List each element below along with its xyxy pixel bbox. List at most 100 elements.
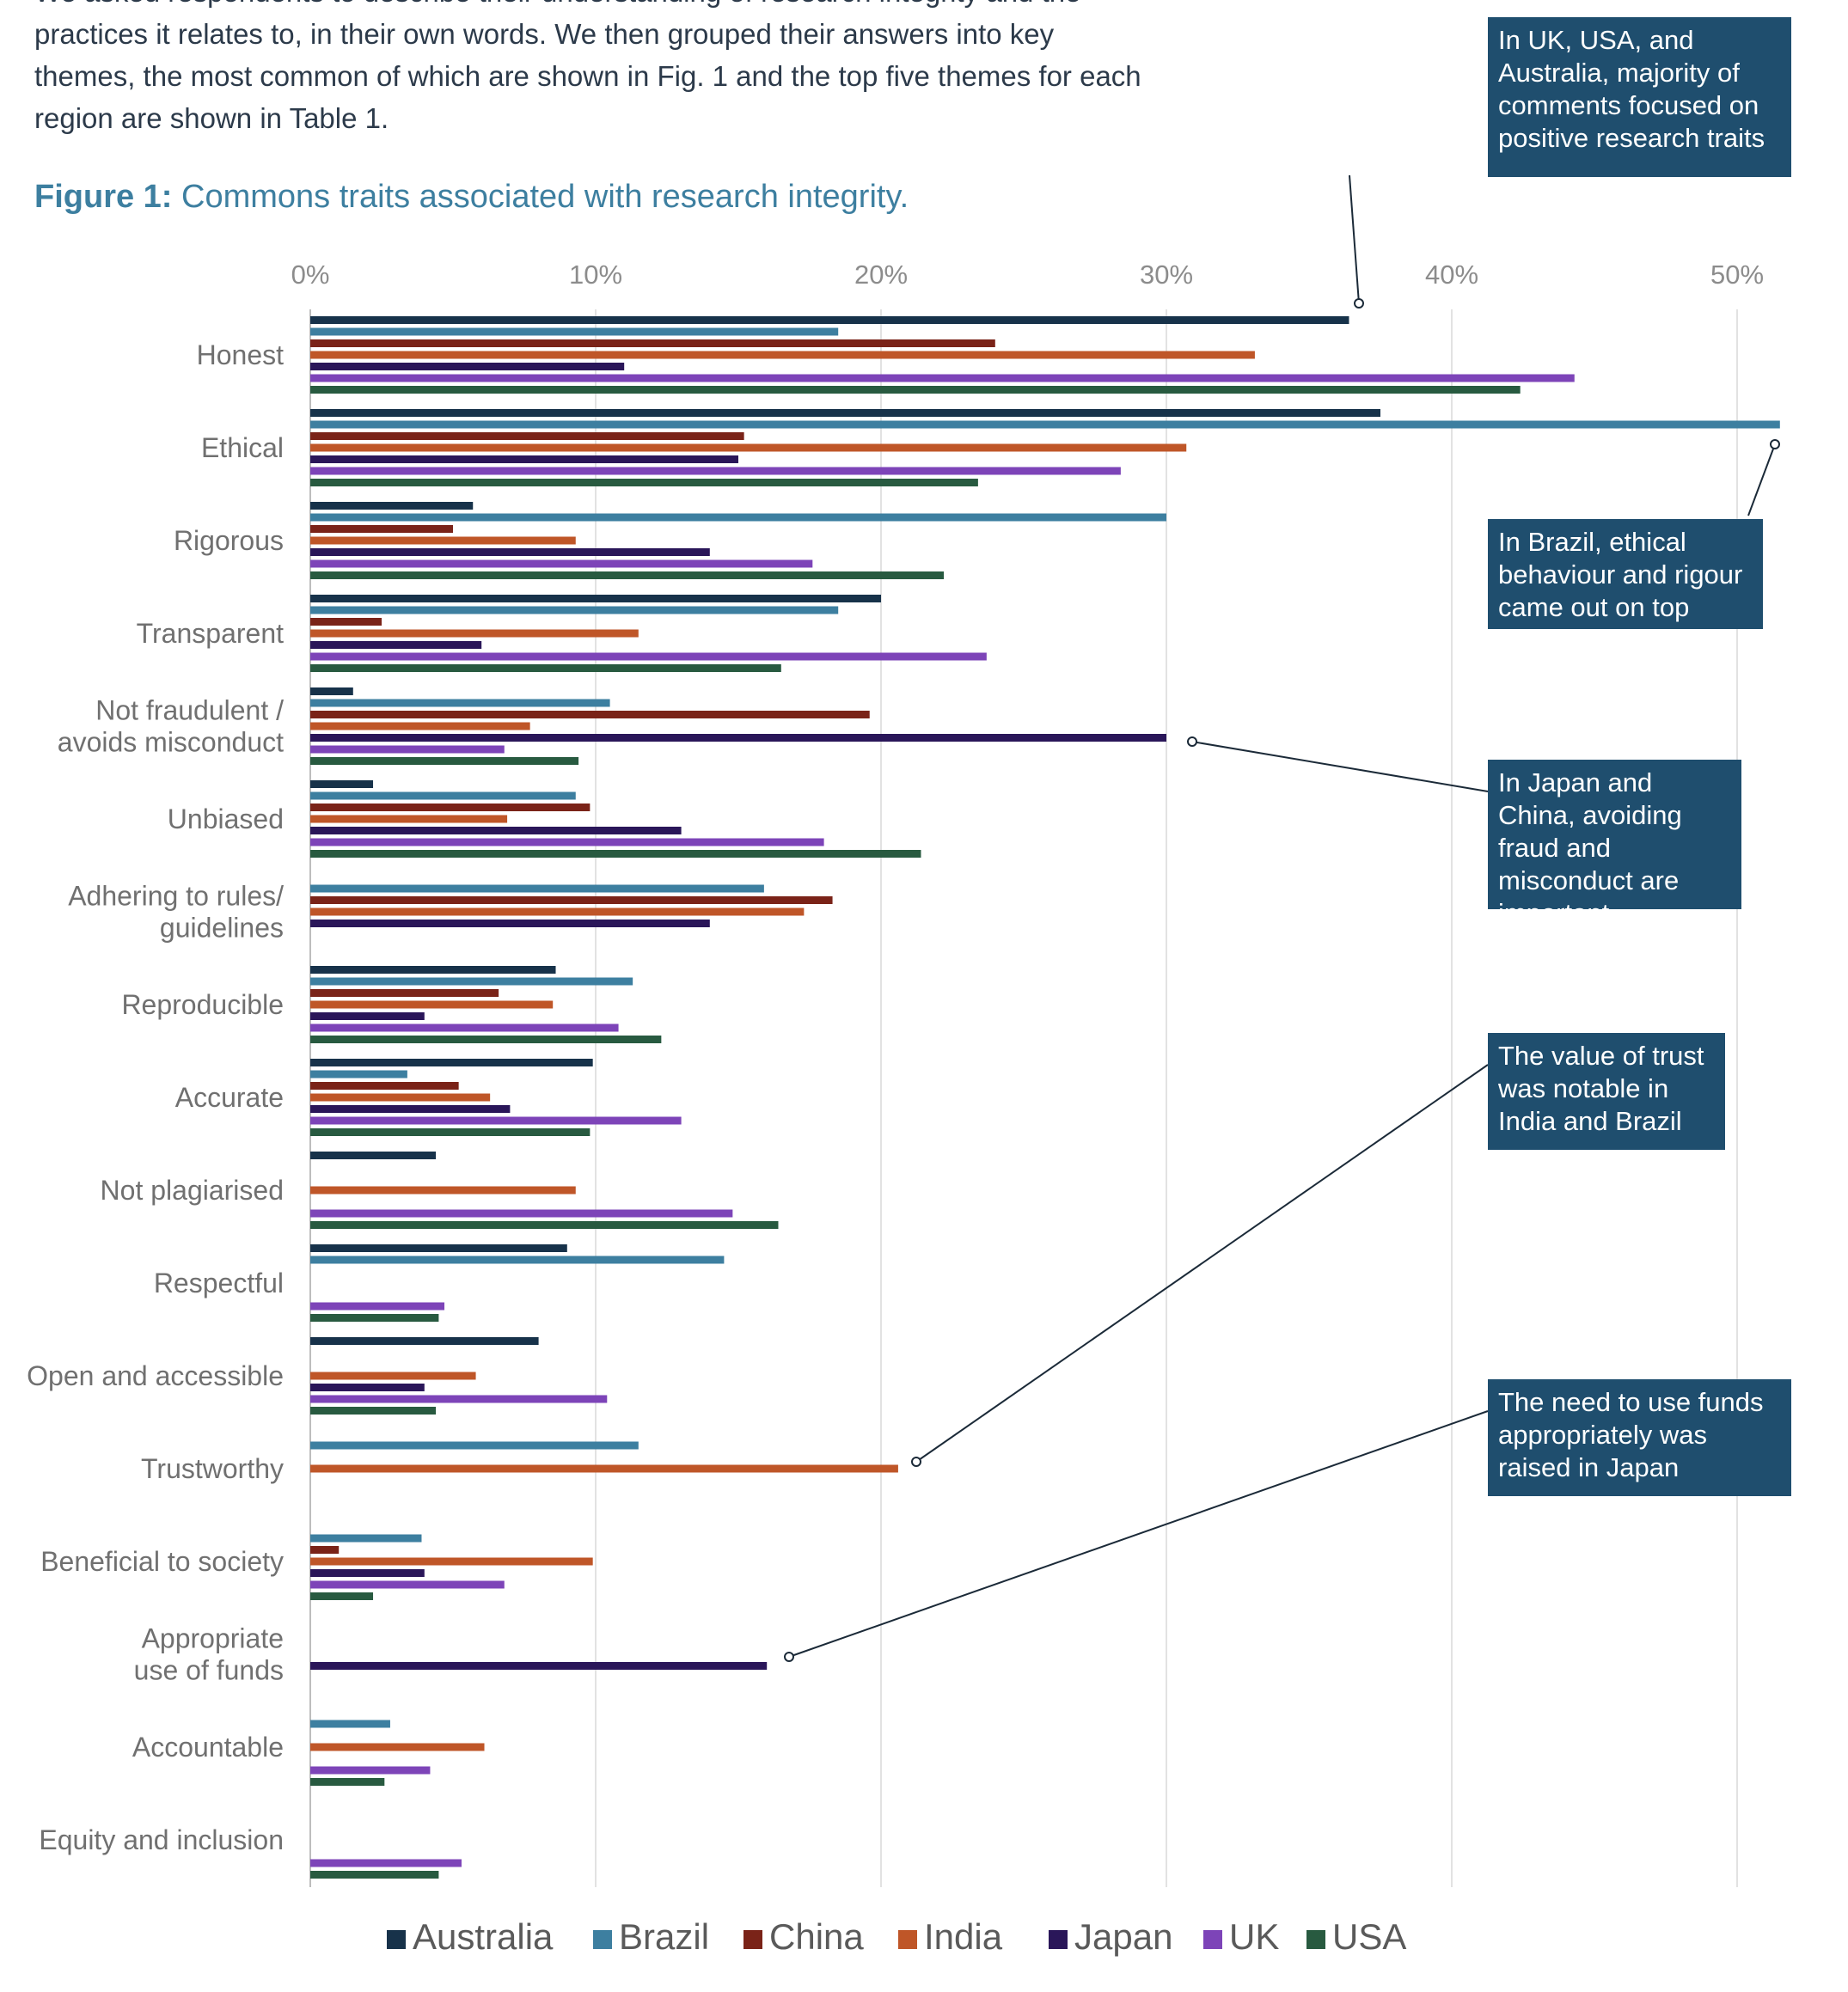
category-label: avoids misconduct [58,727,284,758]
bar [310,1766,431,1775]
bar [310,1105,511,1113]
category-label: Honest [197,339,285,370]
leader-line [788,1410,1489,1658]
callout-text: The need to use funds appropriately was … [1498,1387,1764,1482]
bar [310,1372,476,1380]
bar [310,1209,733,1218]
bar [310,920,710,927]
category-label: Not fraudulent / [95,695,284,726]
bar [310,1244,567,1252]
legend-label: USA [1332,1916,1406,1957]
category-label: Appropriate [142,1623,284,1654]
bar [310,374,1575,382]
bar [310,1152,437,1159]
leader-anchor [784,1652,794,1662]
intro-paragraph: We asked respondents to describe their u… [34,0,1221,139]
figure-title: Figure 1: Commons traits associated with… [34,179,909,216]
bar [310,548,710,556]
bar [310,1256,725,1264]
category-label: use of funds [134,1655,284,1686]
legend-label: Australia [413,1916,554,1957]
legend-swatch [1049,1930,1068,1949]
bar [310,907,805,916]
category-label: Adhering to rules/ [68,881,284,912]
bar [310,467,1121,475]
category-label: Respectful [154,1268,284,1298]
bar [310,1859,462,1867]
bar [310,525,453,533]
category-label: Equity and inclusion [39,1824,284,1855]
bar [310,1592,374,1600]
legend-swatch [1203,1930,1222,1949]
bar [310,386,1521,394]
bar [310,1871,439,1879]
bar [310,1000,554,1009]
bar [310,1036,662,1043]
bar [310,1012,425,1020]
figure-label: Figure 1: [34,179,173,215]
bar [310,745,505,754]
category-label: Trustworthy [141,1453,284,1484]
bar [310,559,813,568]
x-tick-label: 10% [569,260,622,290]
bar [310,351,1255,359]
bar [310,571,945,579]
bar [310,664,781,672]
bar [310,699,610,707]
x-tick-label: 50% [1710,260,1764,290]
bar [310,1407,437,1415]
bar [310,1023,619,1032]
x-axis-ticks: 0% 10% 20% 30% 40% 50% [291,260,1764,290]
category-label: Reproducible [121,989,284,1020]
bar [310,595,881,602]
leader-line [1747,443,1776,516]
figure-caption: Commons traits associated with research … [181,179,909,215]
leader-anchor [1354,298,1364,309]
category-label: Unbiased [168,804,284,834]
bar [310,1778,385,1786]
bar [310,966,556,974]
leader-line [1191,741,1489,792]
intro-line: practices it relates to, in their own wo… [34,18,1055,50]
bar [310,618,382,626]
legend-label: Brazil [619,1916,709,1957]
callout-text: The value of trust was notable in India … [1498,1041,1704,1136]
callout-uk-usa-australia: In UK, USA, and Australia, majority of c… [1488,17,1791,177]
callout-leaders [788,174,1776,1658]
intro-line: region are shown in Table 1. [34,102,389,134]
bar [310,1546,340,1554]
bar [310,780,374,788]
bar [310,757,579,765]
bar [310,1082,459,1090]
bar [310,1093,491,1102]
legend-swatch [593,1930,612,1949]
legend-swatch [387,1930,406,1949]
bar [310,791,576,800]
category-label: Accountable [132,1732,284,1763]
bar [310,1395,608,1403]
bar [310,479,978,486]
bar [310,1534,422,1543]
category-label: Accurate [175,1082,284,1113]
leader-anchor [1770,439,1780,449]
bar [310,629,639,638]
bar [310,1116,682,1125]
bar [310,1337,539,1345]
bar [310,687,353,695]
bar [310,896,833,904]
bar [310,1464,898,1473]
bar [310,1059,593,1066]
leader-line [915,1064,1489,1463]
bar [310,1314,439,1322]
bar [310,838,824,846]
bar [310,641,482,649]
legend: Australia Brazil China India Japan UK USA [387,1916,1406,1957]
category-labels: Honest Ethical Rigorous Transparent Not frau… [27,339,284,1855]
callout-brazil: In Brazil, ethical behaviour and rigour … [1488,519,1763,629]
legend-label: India [924,1916,1003,1957]
bar [310,443,1187,452]
x-tick-label: 40% [1425,260,1478,290]
bar [310,316,1349,324]
legend-label: UK [1229,1916,1279,1957]
